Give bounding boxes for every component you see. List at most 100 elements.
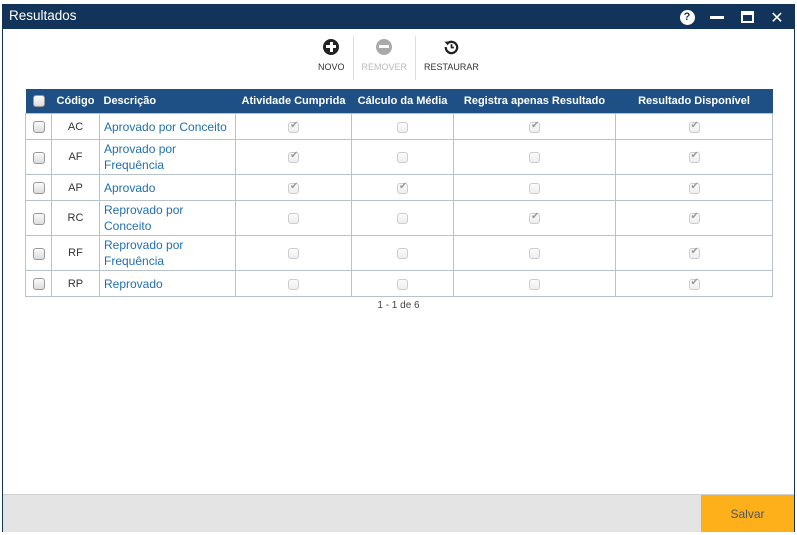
header-activity-done[interactable]: Atividade Cumprida (235, 89, 352, 114)
average-calc-checkbox (397, 213, 408, 225)
restore-label: RESTAURAR (424, 62, 479, 72)
row-select-checkbox[interactable] (32, 151, 45, 164)
checkmark-icon: ✔ (690, 150, 699, 162)
help-button[interactable]: ? (678, 8, 696, 26)
row-select-cell (25, 113, 52, 140)
row-select-checkbox[interactable] (32, 247, 45, 260)
result-only-checkbox (529, 278, 540, 290)
window-title: Resultados (9, 8, 77, 23)
row-activity-done-cell (235, 235, 352, 271)
row-description-link[interactable]: Aprovado por Frequência (99, 139, 236, 175)
restore-button[interactable]: RESTAURAR (416, 34, 487, 82)
row-average-calc-cell (351, 200, 454, 236)
checkmark-icon: ✔ (690, 119, 699, 131)
header-average-calc[interactable]: Cálculo da Média (351, 89, 454, 114)
result-available-checkbox: ✔ (688, 276, 700, 290)
minimize-button[interactable] (708, 8, 726, 26)
checkmark-icon: ✔ (290, 180, 299, 192)
row-description-link[interactable]: Reprovado por Conceito (99, 200, 236, 236)
row-select-cell (25, 174, 52, 201)
close-button[interactable]: ✕ (768, 7, 786, 27)
result-only-checkbox (529, 248, 540, 260)
row-result-available-cell: ✔ (615, 200, 773, 236)
table-row[interactable]: RC Reprovado por Conceito ✔ ✔ (25, 200, 773, 236)
results-table: Código Descrição Atividade Cumprida Cálc… (25, 89, 773, 297)
row-activity-done-cell: ✔ (235, 113, 352, 140)
plus-circle-icon (323, 38, 340, 55)
header-description[interactable]: Descrição (99, 89, 236, 114)
result-only-checkbox (529, 182, 540, 194)
select-all-header (25, 89, 52, 114)
row-select-checkbox[interactable] (32, 212, 45, 225)
table-row[interactable]: AF Aprovado por Frequência ✔ ✔ (25, 139, 773, 175)
row-result-only-cell (453, 270, 616, 297)
result-available-checkbox: ✔ (688, 119, 700, 133)
dialog-footer: Salvar (3, 494, 794, 532)
new-button[interactable]: NOVO (310, 34, 353, 82)
average-calc-checkbox (397, 248, 408, 260)
table-row[interactable]: RF Reprovado por Frequência ✔ (25, 235, 773, 271)
row-code: RC (51, 200, 100, 236)
row-result-available-cell: ✔ (615, 174, 773, 201)
activity-done-checkbox (288, 248, 299, 260)
table-row[interactable]: AC Aprovado por Conceito ✔ ✔ ✔ (25, 113, 773, 140)
row-result-only-cell (453, 174, 616, 201)
new-label: NOVO (318, 62, 345, 72)
help-icon: ? (679, 9, 695, 25)
row-select-cell (25, 139, 52, 175)
checkmark-icon: ✔ (290, 119, 299, 131)
result-only-checkbox: ✔ (529, 211, 540, 225)
row-activity-done-cell: ✔ (235, 174, 352, 201)
pagination-info: 1 - 1 de 6 (377, 300, 420, 311)
result-only-checkbox (529, 152, 540, 164)
row-description-link[interactable]: Aprovado por Conceito (99, 113, 236, 140)
checkmark-icon: ✔ (690, 276, 699, 288)
row-average-calc-cell (351, 113, 454, 140)
row-result-available-cell: ✔ (615, 113, 773, 140)
header-result-only[interactable]: Registra apenas Resultado (453, 89, 616, 114)
toolbar-divider (352, 36, 354, 80)
close-icon: ✕ (770, 7, 784, 27)
row-average-calc-cell: ✔ (351, 174, 454, 201)
checkmark-icon: ✔ (690, 180, 699, 192)
row-description-link[interactable]: Aprovado (99, 174, 236, 201)
remove-button[interactable]: REMOVER (354, 34, 416, 82)
row-result-available-cell: ✔ (615, 139, 773, 175)
row-average-calc-cell (351, 235, 454, 271)
row-select-checkbox[interactable] (32, 182, 45, 195)
minus-circle-icon (376, 38, 393, 55)
activity-done-checkbox: ✔ (288, 180, 299, 194)
row-result-only-cell (453, 139, 616, 175)
activity-done-checkbox (288, 278, 299, 290)
row-select-cell (25, 200, 52, 236)
table-row[interactable]: AP Aprovado ✔ ✔ ✔ (25, 174, 773, 201)
average-calc-checkbox (397, 121, 408, 133)
save-button[interactable]: Salvar (701, 495, 794, 532)
row-result-only-cell (453, 235, 616, 271)
checkmark-icon: ✔ (399, 180, 408, 192)
restore-icon (443, 38, 460, 55)
header-code[interactable]: Código (51, 89, 100, 114)
row-result-only-cell: ✔ (453, 113, 616, 140)
checkmark-icon: ✔ (690, 211, 699, 223)
row-result-available-cell: ✔ (615, 235, 773, 271)
row-select-cell (25, 270, 52, 297)
row-select-cell (25, 235, 52, 271)
header-result-available[interactable]: Resultado Disponível (615, 89, 773, 114)
row-description-link[interactable]: Reprovado (99, 270, 236, 297)
result-available-checkbox: ✔ (688, 211, 700, 225)
maximize-button[interactable] (738, 8, 756, 26)
row-result-only-cell: ✔ (453, 200, 616, 236)
row-description-link[interactable]: Reprovado por Frequência (99, 235, 236, 271)
select-all-checkbox[interactable] (32, 95, 45, 108)
toolbar: NOVO REMOVER RESTAURAR (310, 34, 487, 82)
table-row[interactable]: RP Reprovado ✔ (25, 270, 773, 297)
row-average-calc-cell (351, 270, 454, 297)
row-select-checkbox[interactable] (32, 121, 45, 134)
result-only-checkbox: ✔ (529, 120, 540, 133)
row-code: RP (51, 270, 100, 297)
row-select-checkbox[interactable] (32, 278, 45, 291)
window-controls: ? ✕ (678, 7, 786, 27)
average-calc-checkbox (397, 278, 408, 290)
activity-done-checkbox: ✔ (288, 150, 299, 164)
